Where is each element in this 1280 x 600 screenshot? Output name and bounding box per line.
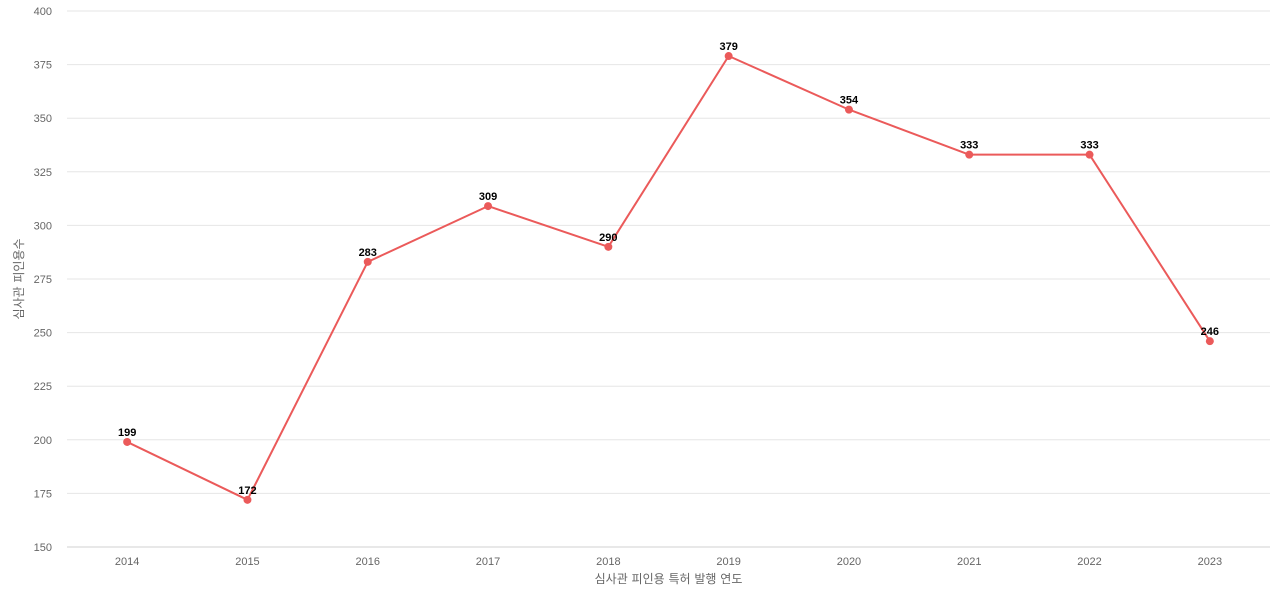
x-tick-label: 2019 <box>716 556 740 568</box>
data-labels-layer: 199 172 283 309 290 379 354 333 333 246 <box>118 41 1219 497</box>
x-tick-label: 2014 <box>115 556 139 568</box>
y-tick-label: 200 <box>34 435 52 447</box>
series-line <box>126 55 1211 501</box>
y-tick-label: 275 <box>34 274 52 286</box>
data-point <box>1085 150 1094 159</box>
x-tick-label: 2018 <box>596 556 620 568</box>
y-tick-label: 225 <box>34 381 52 393</box>
x-tick-label: 2016 <box>356 556 380 568</box>
data-point <box>484 202 493 211</box>
x-tick-label: 2015 <box>235 556 259 568</box>
series-layer <box>123 52 1214 504</box>
data-label: 354 <box>840 95 859 107</box>
data-point <box>1205 337 1214 346</box>
data-point <box>363 257 372 266</box>
data-point <box>604 242 613 251</box>
data-label: 333 <box>1080 140 1098 152</box>
y-axis-tick-labels: 150 175 200 225 250 275 300 325 350 375 400 <box>34 6 52 554</box>
y-tick-label: 250 <box>34 328 52 340</box>
data-point <box>724 52 733 61</box>
data-label: 309 <box>479 191 497 203</box>
y-tick-label: 350 <box>34 113 52 125</box>
y-tick-label: 375 <box>34 60 52 72</box>
y-axis-title: 심사관 피인용수 <box>12 238 26 319</box>
y-tick-label: 300 <box>34 220 52 232</box>
grid-lines <box>67 10 1270 494</box>
x-tick-label: 2020 <box>837 556 861 568</box>
x-tick-label: 2023 <box>1198 556 1222 568</box>
data-label: 290 <box>599 232 617 244</box>
x-tick-label: 2017 <box>476 556 500 568</box>
data-point <box>243 495 252 504</box>
y-tick-label: 325 <box>34 167 52 179</box>
data-label: 246 <box>1201 326 1219 338</box>
data-point <box>844 105 853 114</box>
data-label: 379 <box>719 41 737 53</box>
y-tick-label: 400 <box>34 6 52 18</box>
x-tick-label: 2021 <box>957 556 981 568</box>
x-axis-title: 심사관 피인용 특허 발행 연도 <box>595 571 743 586</box>
data-label: 333 <box>960 140 978 152</box>
data-label: 283 <box>359 247 377 259</box>
data-point <box>123 437 132 446</box>
x-axis-tick-labels: 2014 2015 2016 2017 2018 2019 2020 2021 2022 2023 <box>115 556 1222 568</box>
data-label: 199 <box>118 427 136 439</box>
y-tick-label: 150 <box>34 542 52 554</box>
data-label: 172 <box>238 485 256 497</box>
data-point <box>965 150 974 159</box>
x-tick-label: 2022 <box>1077 556 1101 568</box>
y-tick-label: 175 <box>34 488 52 500</box>
